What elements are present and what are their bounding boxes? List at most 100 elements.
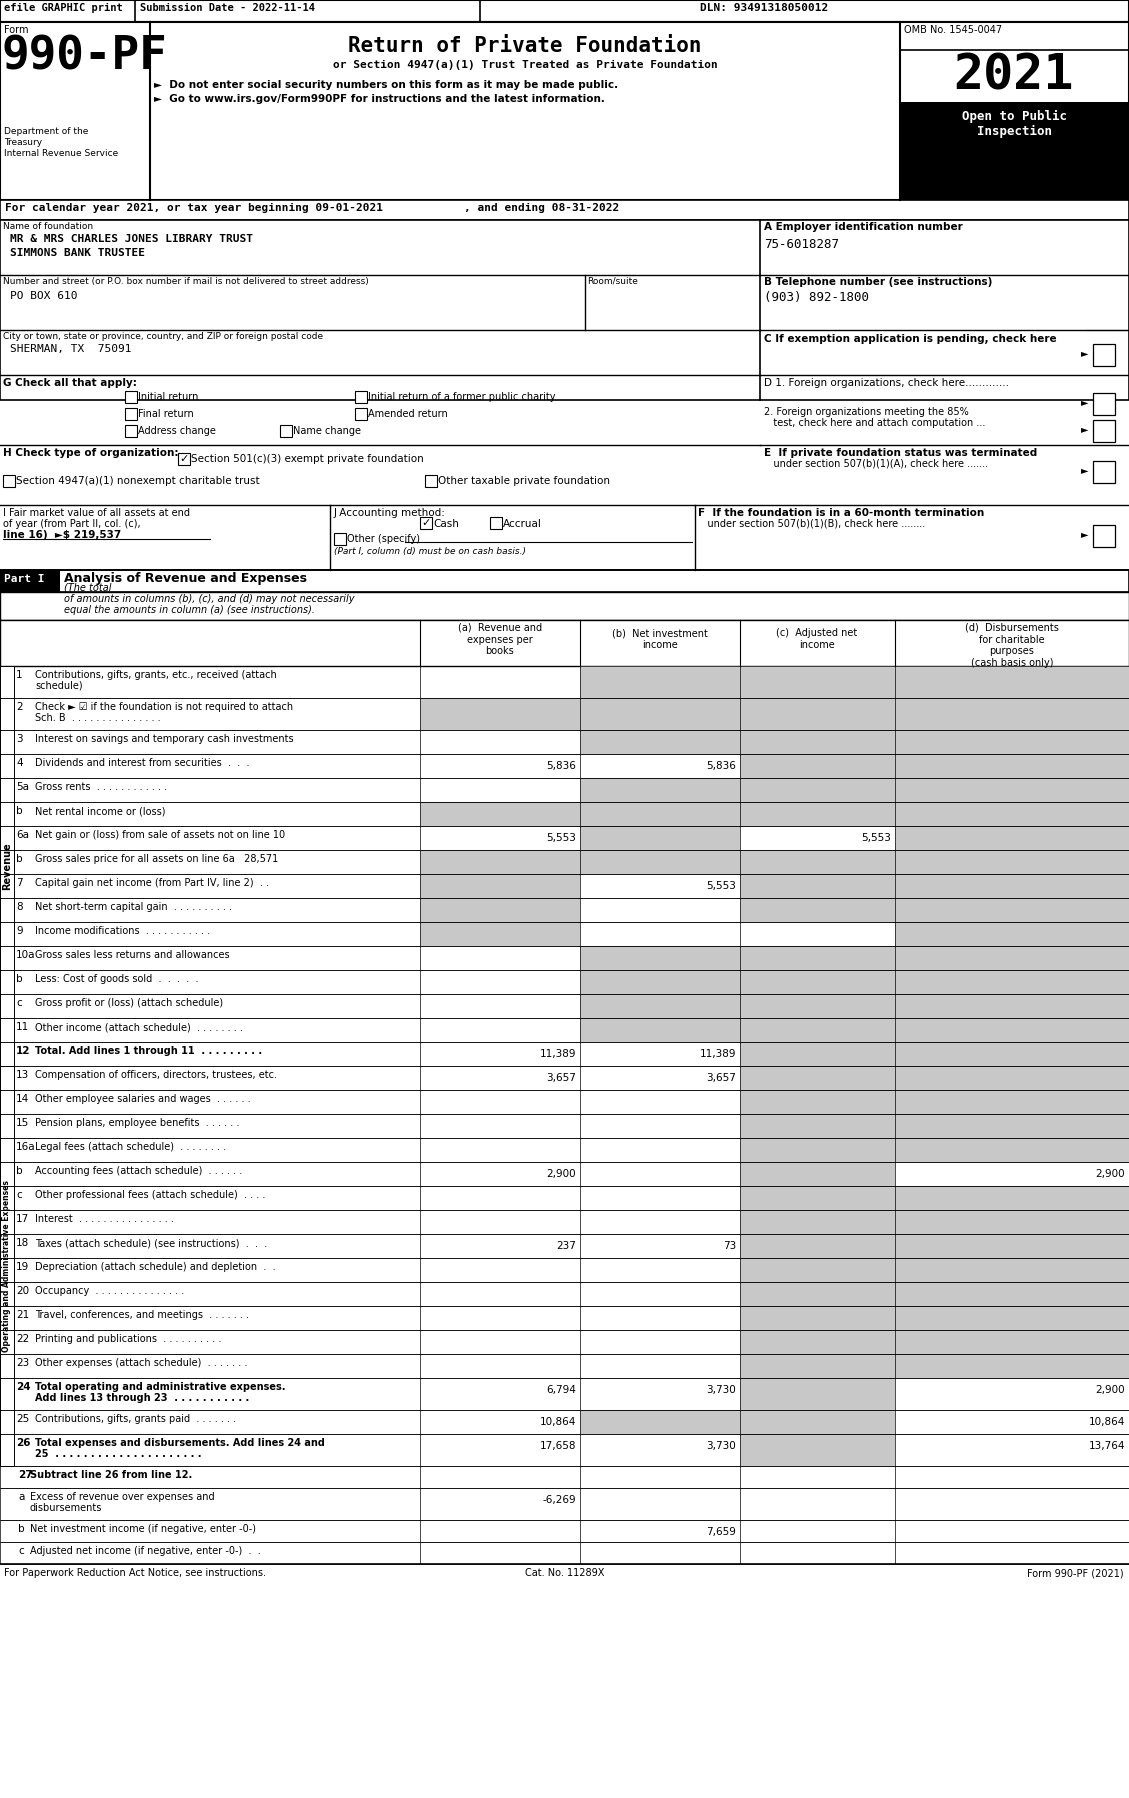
Text: ✓: ✓ [180, 455, 189, 464]
Text: Sch. B  . . . . . . . . . . . . . . .: Sch. B . . . . . . . . . . . . . . . [35, 714, 160, 723]
Bar [0, 1435, 1129, 1465]
Text: 13: 13 [16, 1070, 29, 1081]
Text: 1: 1 [16, 671, 23, 680]
Bar [0, 1162, 1129, 1187]
Bar [0, 753, 1129, 779]
Text: Compensation of officers, directors, trustees, etc.: Compensation of officers, directors, tru… [35, 1070, 277, 1081]
Bar [739, 802, 895, 825]
Text: under section 507(b)(1)(A), check here .......: under section 507(b)(1)(A), check here .… [764, 458, 988, 469]
Text: (The total: (The total [64, 583, 112, 593]
Bar [1093, 460, 1115, 484]
Bar [895, 897, 1129, 922]
Bar [900, 102, 1129, 200]
Text: Other employee salaries and wages  . . . . . .: Other employee salaries and wages . . . … [35, 1093, 251, 1104]
Text: Subtract line 26 from line 12.: Subtract line 26 from line 12. [30, 1471, 192, 1480]
Bar [739, 1305, 895, 1331]
Text: Form 990-PF (2021): Form 990-PF (2021) [1027, 1568, 1124, 1579]
Bar [580, 850, 739, 874]
Bar [895, 1090, 1129, 1115]
Text: c: c [16, 998, 21, 1009]
Bar [895, 802, 1129, 825]
Bar [739, 897, 895, 922]
Text: 3: 3 [16, 734, 23, 744]
Text: Section 501(c)(3) exempt private foundation: Section 501(c)(3) exempt private foundat… [191, 455, 423, 464]
Text: SIMMONS BANK TRUSTEE: SIMMONS BANK TRUSTEE [10, 248, 145, 257]
Text: Printing and publications  . . . . . . . . . .: Printing and publications . . . . . . . … [35, 1334, 221, 1343]
Bar [125, 408, 137, 421]
Text: Section 4947(a)(1) nonexempt charitable trust: Section 4947(a)(1) nonexempt charitable … [16, 476, 260, 485]
Text: Other income (attach schedule)  . . . . . . . .: Other income (attach schedule) . . . . .… [35, 1021, 243, 1032]
Text: Number and street (or P.O. box number if mail is not delivered to street address: Number and street (or P.O. box number if… [3, 277, 369, 286]
Text: Gross sales less returns and allowances: Gross sales less returns and allowances [35, 949, 229, 960]
Bar [739, 1115, 895, 1138]
Text: 13,764: 13,764 [1088, 1440, 1124, 1451]
Bar [420, 874, 580, 897]
Text: ►: ► [1080, 424, 1088, 433]
Text: B Telephone number (see instructions): B Telephone number (see instructions) [764, 277, 992, 288]
Text: efile GRAPHIC print: efile GRAPHIC print [5, 4, 123, 13]
Text: Address change: Address change [138, 426, 216, 435]
Text: For calendar year 2021, or tax year beginning 09-01-2021            , and ending: For calendar year 2021, or tax year begi… [5, 203, 619, 212]
Bar [580, 779, 739, 802]
Text: b: b [16, 854, 23, 865]
Bar [895, 1233, 1129, 1259]
Text: 9: 9 [16, 926, 23, 937]
Text: Submission Date - 2022-11-14: Submission Date - 2022-11-14 [140, 4, 315, 13]
Bar [0, 219, 1129, 399]
Text: 23: 23 [16, 1357, 29, 1368]
Text: ►  Do not enter social security numbers on this form as it may be made public.: ► Do not enter social security numbers o… [154, 79, 618, 90]
Bar [739, 1162, 895, 1187]
Bar [895, 779, 1129, 802]
Text: Internal Revenue Service: Internal Revenue Service [5, 149, 119, 158]
Text: Interest on savings and temporary cash investments: Interest on savings and temporary cash i… [35, 734, 294, 744]
Text: Capital gain net income (from Part IV, line 2)  . .: Capital gain net income (from Part IV, l… [35, 877, 269, 888]
Bar [895, 1043, 1129, 1066]
Bar [0, 1210, 1129, 1233]
Text: Name change: Name change [294, 426, 361, 435]
Bar [739, 1354, 895, 1377]
Bar [1093, 343, 1115, 367]
Bar [0, 1066, 1129, 1090]
Text: Adjusted net income (if negative, enter -0-)  .  .: Adjusted net income (if negative, enter … [30, 1546, 261, 1555]
Text: 20: 20 [16, 1286, 29, 1296]
Text: 2,900: 2,900 [546, 1169, 576, 1179]
Bar [895, 850, 1129, 874]
Text: 3,730: 3,730 [707, 1440, 736, 1451]
Bar [895, 1305, 1129, 1331]
Text: 990-PF: 990-PF [2, 34, 168, 79]
Text: under section 507(b)(1)(B), check here ........: under section 507(b)(1)(B), check here .… [698, 520, 926, 529]
Text: H Check type of organization:: H Check type of organization: [3, 448, 178, 458]
Text: Net short-term capital gain  . . . . . . . . . .: Net short-term capital gain . . . . . . … [35, 903, 231, 912]
Bar [0, 1259, 1129, 1282]
Text: Taxes (attach schedule) (see instructions)  .  .  .: Taxes (attach schedule) (see instruction… [35, 1239, 268, 1248]
Text: ►: ► [1080, 397, 1088, 406]
Bar [420, 922, 580, 946]
Bar [0, 1018, 1129, 1043]
Text: 26: 26 [16, 1438, 30, 1447]
Text: 12: 12 [16, 1046, 30, 1055]
Text: Interest  . . . . . . . . . . . . . . . .: Interest . . . . . . . . . . . . . . . . [35, 1214, 174, 1224]
Text: PO BOX 610: PO BOX 610 [10, 291, 78, 300]
Text: 7,659: 7,659 [706, 1527, 736, 1537]
Bar [0, 1090, 1129, 1115]
Bar [0, 1377, 1129, 1410]
Bar [0, 1115, 1129, 1138]
Bar [0, 969, 1129, 994]
Bar [280, 424, 292, 437]
Bar [739, 698, 895, 730]
Text: ►: ► [1080, 349, 1088, 358]
Text: 73: 73 [723, 1241, 736, 1251]
Bar [0, 698, 1129, 730]
Text: Cash: Cash [434, 520, 458, 529]
Text: Depreciation (attach schedule) and depletion  .  .: Depreciation (attach schedule) and deple… [35, 1262, 275, 1271]
Bar [420, 850, 580, 874]
Text: 2: 2 [16, 701, 23, 712]
Bar [895, 1187, 1129, 1210]
Text: -6,269: -6,269 [542, 1494, 576, 1505]
Text: 22: 22 [16, 1334, 29, 1343]
Text: ✓: ✓ [421, 518, 430, 529]
Text: Accounting fees (attach schedule)  . . . . . .: Accounting fees (attach schedule) . . . … [35, 1165, 243, 1176]
Text: ►: ► [1080, 466, 1088, 475]
Text: 11,389: 11,389 [540, 1048, 576, 1059]
Text: Travel, conferences, and meetings  . . . . . . .: Travel, conferences, and meetings . . . … [35, 1311, 250, 1320]
